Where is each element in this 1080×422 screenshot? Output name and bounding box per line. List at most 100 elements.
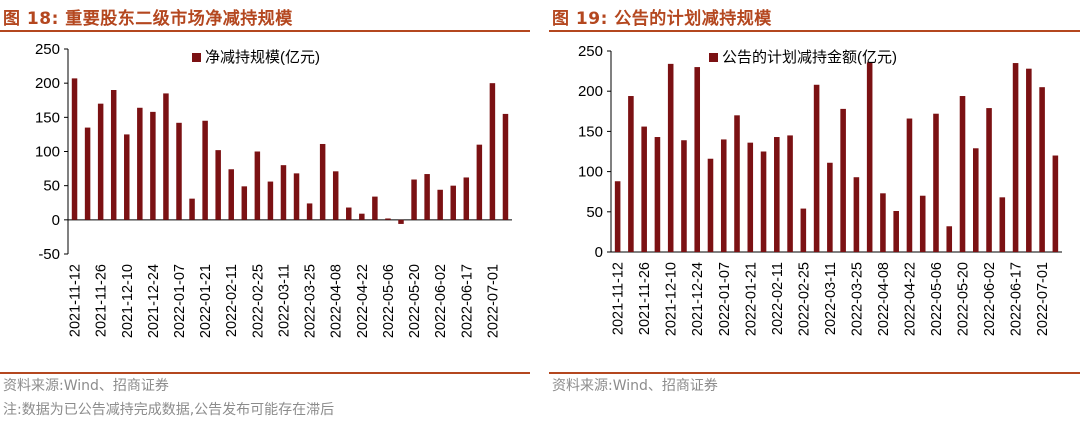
bar: [1052, 155, 1059, 252]
x-tick-label: 2021-11-26: [94, 264, 110, 337]
bar: [124, 134, 130, 220]
x-tick-label: 2022-01-21: [198, 264, 214, 338]
x-tick-label: 2022-04-08: [876, 262, 892, 336]
bar: [411, 179, 417, 220]
figure-18-panel: 图 18: 重要股东二级市场净减持规模 -50 0 50 100 150 200 250 20…: [0, 0, 530, 422]
x-tick-label: 2022-05-06: [929, 262, 945, 336]
bar: [398, 219, 404, 224]
x-tick-label: 2022-02-11: [224, 264, 240, 337]
x-tick-label: 2022-05-20: [407, 264, 423, 338]
legend: 净减持规模(亿元): [192, 49, 320, 66]
bar: [866, 62, 873, 253]
bar: [176, 122, 182, 220]
bar: [747, 142, 754, 252]
bar: [946, 226, 953, 252]
bar: [999, 197, 1006, 252]
x-tick-label: 2021-11-12: [68, 264, 84, 337]
x-tick-label: 2021-12-24: [690, 262, 706, 336]
y-tick-label: 50: [43, 178, 60, 195]
x-tick-label: 2021-11-26: [637, 262, 653, 335]
footnote: 注:数据为已公告减持完成数据,公告发布可能存在滞后: [3, 402, 335, 418]
x-tick-label: 2022-03-25: [849, 262, 865, 336]
legend-label: 公告的计划减持金额(亿元): [722, 49, 897, 66]
legend-label: 净减持规模(亿元): [205, 49, 320, 66]
bar: [306, 203, 313, 220]
bar: [372, 196, 378, 220]
legend-swatch: [192, 53, 201, 62]
bar: [241, 186, 248, 220]
bar: [694, 67, 701, 252]
source-note: 资料来源:Wind、招商证券: [552, 378, 718, 394]
bar: [734, 115, 740, 252]
bar: [986, 108, 992, 252]
bar: [760, 151, 767, 252]
bar: [972, 148, 979, 252]
bar: [202, 120, 208, 220]
bar: [424, 174, 430, 220]
bar: [813, 84, 820, 252]
y-tick-label: 200: [578, 83, 603, 100]
bar: [628, 96, 634, 252]
bar: [189, 198, 195, 220]
x-tick-label: 2022-06-17: [1009, 262, 1025, 336]
bar: [137, 107, 143, 220]
x-tick-label: 2022-01-07: [172, 264, 188, 338]
x-tick-label: 2022-07-01: [1035, 262, 1051, 336]
title-divider: [0, 30, 530, 32]
planned-reduction-bar-chart: 0 50 100 150 200 250 2021-11-12 2021-11-26 2021-…: [578, 43, 1062, 336]
legend: 公告的计划减持金额(亿元): [709, 49, 897, 66]
bar: [641, 126, 647, 252]
bar: [280, 165, 287, 220]
bar: [163, 93, 169, 220]
x-tick-label: 2021-11-12: [611, 262, 627, 335]
bar: [893, 210, 899, 252]
bar: [654, 137, 661, 252]
x-tick-label: 2022-06-02: [433, 264, 449, 338]
x-tick-label: 2022-04-22: [355, 264, 371, 338]
x-tick-label: 2022-03-11: [276, 264, 292, 337]
bar: [489, 83, 496, 220]
bar: [959, 96, 966, 252]
title-divider: [549, 30, 1080, 32]
y-tick-label: 200: [35, 75, 60, 92]
bar: [150, 111, 156, 220]
bar: [267, 181, 274, 220]
y-tick-label: 0: [52, 212, 60, 229]
bar: [787, 135, 793, 252]
bar: [681, 140, 687, 252]
figure-19-panel: 图 19: 公告的计划减持规模 0 50 100 150 200 250 2021-11-1…: [549, 0, 1080, 422]
bar: [827, 162, 833, 252]
y-tick-label: 250: [35, 41, 60, 58]
bar: [346, 207, 352, 220]
footer-divider: [0, 372, 530, 374]
figure-18-title: 图 18: 重要股东二级市场净减持规模: [3, 9, 293, 29]
bar: [840, 108, 846, 252]
bar: [853, 177, 860, 252]
bar: [359, 213, 365, 220]
bar: [1012, 63, 1019, 252]
bar: [720, 139, 727, 252]
bar: [463, 177, 470, 220]
bar: [215, 150, 221, 220]
bar: [228, 169, 234, 220]
x-tick-label: 2022-01-07: [717, 262, 733, 336]
bar: [332, 171, 339, 220]
y-tick-label: 150: [578, 123, 603, 140]
x-tick-label: 2022-06-17: [459, 264, 475, 338]
x-tick-label: 2022-03-11: [823, 262, 839, 335]
bar: [667, 63, 674, 252]
net-reduction-bar-chart: -50 0 50 100 150 200 250 2021-11-12 2021-11-26 20…: [35, 41, 512, 338]
bar: [110, 90, 117, 220]
x-tick-label: 2022-05-06: [381, 264, 397, 338]
bar: [800, 208, 807, 252]
bar: [933, 113, 939, 252]
x-tick-label: 2022-02-25: [796, 262, 812, 336]
y-tick-label: 250: [578, 43, 603, 60]
bar: [84, 127, 91, 220]
x-tick-label: 2022-02-11: [770, 262, 786, 335]
bar: [319, 143, 326, 220]
y-tick-label: 0: [595, 244, 603, 261]
footer-divider: [549, 372, 1080, 374]
bar: [476, 144, 483, 220]
y-tick-label: 50: [586, 204, 603, 221]
